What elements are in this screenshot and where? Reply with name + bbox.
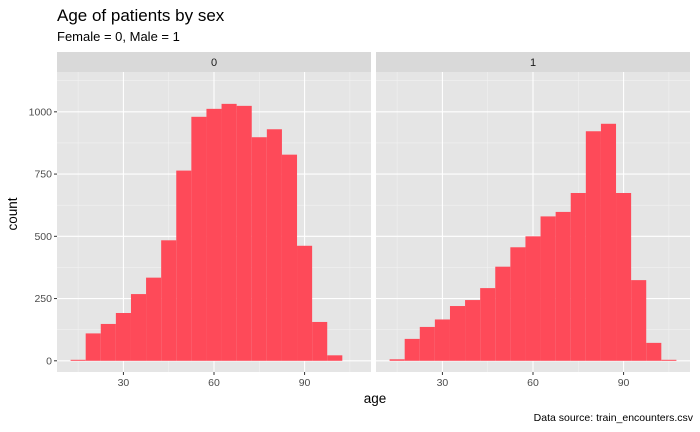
histogram-bar	[100, 323, 116, 361]
facet-strip	[57, 52, 371, 72]
x-axis: 30 60 90	[437, 372, 630, 389]
y-tick-label: 0	[46, 355, 52, 367]
y-tick-label: 1000	[29, 106, 53, 118]
histogram-bar	[555, 211, 571, 361]
x-tick-label: 90	[618, 377, 630, 389]
histogram-bar	[130, 294, 147, 361]
facet-strip-label: 1	[530, 57, 536, 69]
histogram-bar	[540, 216, 556, 361]
histogram-bar	[297, 245, 313, 361]
histogram-bar	[236, 105, 252, 361]
histogram-bar	[646, 342, 662, 361]
histogram-bar	[70, 359, 86, 361]
histogram-bars	[389, 123, 677, 361]
facet-strip-label: 0	[211, 57, 217, 69]
histogram-bar	[465, 300, 481, 361]
histogram-bar	[312, 321, 328, 361]
histogram-bar	[404, 338, 420, 361]
y-tick-label: 750	[34, 169, 52, 181]
histogram-bar	[176, 170, 192, 361]
caption: Data source: train_encounters.csv	[534, 412, 694, 424]
chart-title: Age of patients by sex	[57, 6, 225, 25]
histogram-bar	[206, 108, 222, 361]
histogram-bar	[616, 192, 632, 361]
facet-panel-0: 0 30 60 90	[57, 52, 371, 389]
y-tick-label: 500	[34, 231, 52, 243]
histogram-bar	[327, 355, 343, 361]
histogram-bar	[85, 333, 101, 361]
y-axis: 0 250 500 750 1000	[29, 106, 57, 367]
y-axis-title: count	[5, 197, 20, 230]
histogram-bar	[266, 129, 282, 361]
histogram-bar	[510, 247, 526, 361]
histogram-bar	[221, 103, 237, 361]
histogram-bar	[161, 240, 177, 361]
histogram-bar	[281, 154, 298, 361]
histogram-bar	[585, 131, 601, 361]
histogram-bar	[434, 319, 450, 361]
histogram-bar	[419, 326, 435, 361]
x-axis-title: age	[364, 391, 387, 406]
histogram-bar	[495, 266, 511, 361]
x-tick-label: 90	[299, 377, 311, 389]
histogram-bars	[70, 103, 343, 361]
x-tick-label: 60	[527, 377, 539, 389]
x-tick-label: 60	[208, 377, 220, 389]
histogram-bar	[600, 123, 617, 361]
x-tick-label: 30	[118, 377, 130, 389]
facet-strip	[376, 52, 690, 72]
chart-subtitle: Female = 0, Male = 1	[57, 29, 180, 44]
x-tick-label: 30	[437, 377, 449, 389]
histogram-bar	[631, 280, 647, 361]
x-axis: 30 60 90	[118, 372, 311, 389]
histogram-bar	[525, 236, 541, 361]
facet-panel-1: 1 30 60 90	[376, 52, 690, 389]
histogram-bar	[115, 312, 131, 361]
facet-panels: 0 30 60 90 1 30 60 90	[57, 52, 690, 389]
histogram-bar	[146, 277, 162, 361]
histogram-bar	[480, 288, 496, 361]
histogram-bar	[449, 306, 466, 361]
histogram-bar	[389, 359, 405, 361]
histogram-bar	[191, 116, 207, 361]
y-tick-label: 250	[34, 293, 52, 305]
histogram-bar	[251, 137, 267, 361]
histogram-bar	[661, 359, 677, 361]
histogram-bar	[570, 192, 586, 361]
